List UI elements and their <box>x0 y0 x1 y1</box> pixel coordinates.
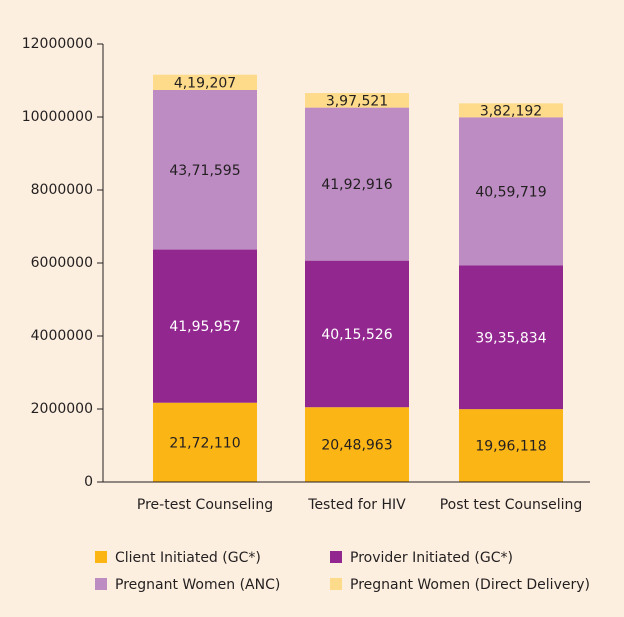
legend-label: Client Initiated (GC*) <box>115 550 261 566</box>
data-label: 41,95,957 <box>169 319 240 335</box>
data-label: 3,97,521 <box>326 93 388 109</box>
data-label: 40,59,719 <box>475 184 546 200</box>
data-label: 41,92,916 <box>321 177 392 193</box>
bar-segment <box>153 249 257 403</box>
y-tick-label: 0 <box>84 474 93 490</box>
legend-swatch <box>330 551 342 563</box>
bar-segment <box>459 265 563 410</box>
data-label: 19,96,118 <box>475 439 546 455</box>
legend-label: Provider Initiated (GC*) <box>350 550 513 566</box>
data-label: 3,82,192 <box>480 103 542 119</box>
bar-segment <box>305 260 409 408</box>
bar-segment <box>153 90 257 250</box>
data-label: 20,48,963 <box>321 438 392 454</box>
y-tick-label: 8000000 <box>31 182 93 198</box>
bar-segment <box>459 409 563 482</box>
x-tick-label: Post test Counseling <box>440 497 583 513</box>
data-label: 21,72,110 <box>169 435 240 451</box>
bar-segment <box>305 93 409 108</box>
legend-swatch <box>330 578 342 590</box>
data-label: 43,71,595 <box>169 163 240 179</box>
data-label: 39,35,834 <box>475 330 546 346</box>
x-tick-label: Pre-test Counseling <box>137 497 273 513</box>
bar-segment <box>459 117 563 266</box>
legend-label: Pregnant Women (ANC) <box>115 577 280 593</box>
x-tick-label: Tested for HIV <box>307 497 406 513</box>
y-tick-label: 10000000 <box>22 109 93 125</box>
y-tick-label: 4000000 <box>31 328 93 344</box>
y-tick-label: 12000000 <box>22 36 93 52</box>
y-tick-label: 6000000 <box>31 255 93 271</box>
bar-segment <box>459 103 563 118</box>
data-label: 4,19,207 <box>174 75 236 91</box>
bar-segment <box>153 74 257 91</box>
y-tick-label: 2000000 <box>31 401 93 417</box>
legend-label: Pregnant Women (Direct Delivery) <box>350 577 590 593</box>
bar-segment <box>305 407 409 482</box>
bar-segment <box>305 107 409 261</box>
data-label: 40,15,526 <box>321 327 392 343</box>
bar-segment <box>153 402 257 482</box>
legend-swatch <box>95 578 107 590</box>
legend-swatch <box>95 551 107 563</box>
